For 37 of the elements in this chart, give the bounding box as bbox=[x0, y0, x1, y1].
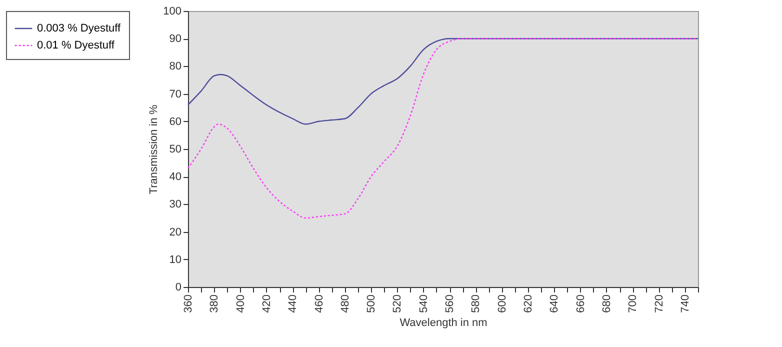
x-axis-title: Wavelength in nm bbox=[400, 316, 488, 329]
x-tick-label: 680 bbox=[600, 294, 613, 313]
x-tick-label: 540 bbox=[418, 294, 430, 313]
x-tick-label: 600 bbox=[496, 294, 508, 313]
y-tick-label: 10 bbox=[169, 254, 182, 266]
x-tick-label: 360 bbox=[182, 294, 194, 313]
x-tick-label: 660 bbox=[574, 294, 587, 313]
x-tick-label: 440 bbox=[287, 294, 300, 313]
x-tick-label: 560 bbox=[444, 294, 456, 313]
y-tick-label: 70 bbox=[169, 88, 182, 100]
y-tick-label: 90 bbox=[169, 33, 182, 46]
x-tick-label: 580 bbox=[470, 294, 482, 313]
x-tick-label: 420 bbox=[260, 294, 273, 313]
line-series bbox=[187, 38, 699, 125]
x-tick-label: 520 bbox=[392, 294, 404, 313]
x-tick-label: 700 bbox=[627, 294, 640, 313]
y-tick-label: 30 bbox=[169, 198, 182, 211]
x-tick-label: 640 bbox=[548, 294, 561, 313]
y-tick-label: 20 bbox=[169, 226, 182, 238]
y-tick-label: 60 bbox=[169, 116, 182, 128]
line-series bbox=[187, 38, 699, 219]
x-tick-label: 380 bbox=[208, 294, 221, 313]
x-tick-label: 400 bbox=[234, 294, 247, 313]
legend-label: 0.01 % Dyestuff bbox=[37, 40, 116, 52]
x-tick-label: 740 bbox=[679, 294, 692, 313]
y-tick-label: 40 bbox=[169, 171, 182, 184]
x-tick-label: 720 bbox=[653, 294, 666, 313]
legend-label: 0.003 % Dyestuff bbox=[37, 22, 122, 34]
y-tick-label: 0 bbox=[175, 282, 182, 294]
x-tick-label: 620 bbox=[522, 294, 534, 313]
x-tick-label: 480 bbox=[339, 294, 352, 313]
y-tick-label: 80 bbox=[169, 60, 182, 73]
x-tick-label: 500 bbox=[366, 294, 378, 313]
y-tick-label: 50 bbox=[169, 144, 182, 156]
x-tick-label: 460 bbox=[313, 294, 326, 313]
y-axis-title: Transmission in % bbox=[148, 104, 160, 194]
y-tick-label: 100 bbox=[163, 6, 182, 18]
